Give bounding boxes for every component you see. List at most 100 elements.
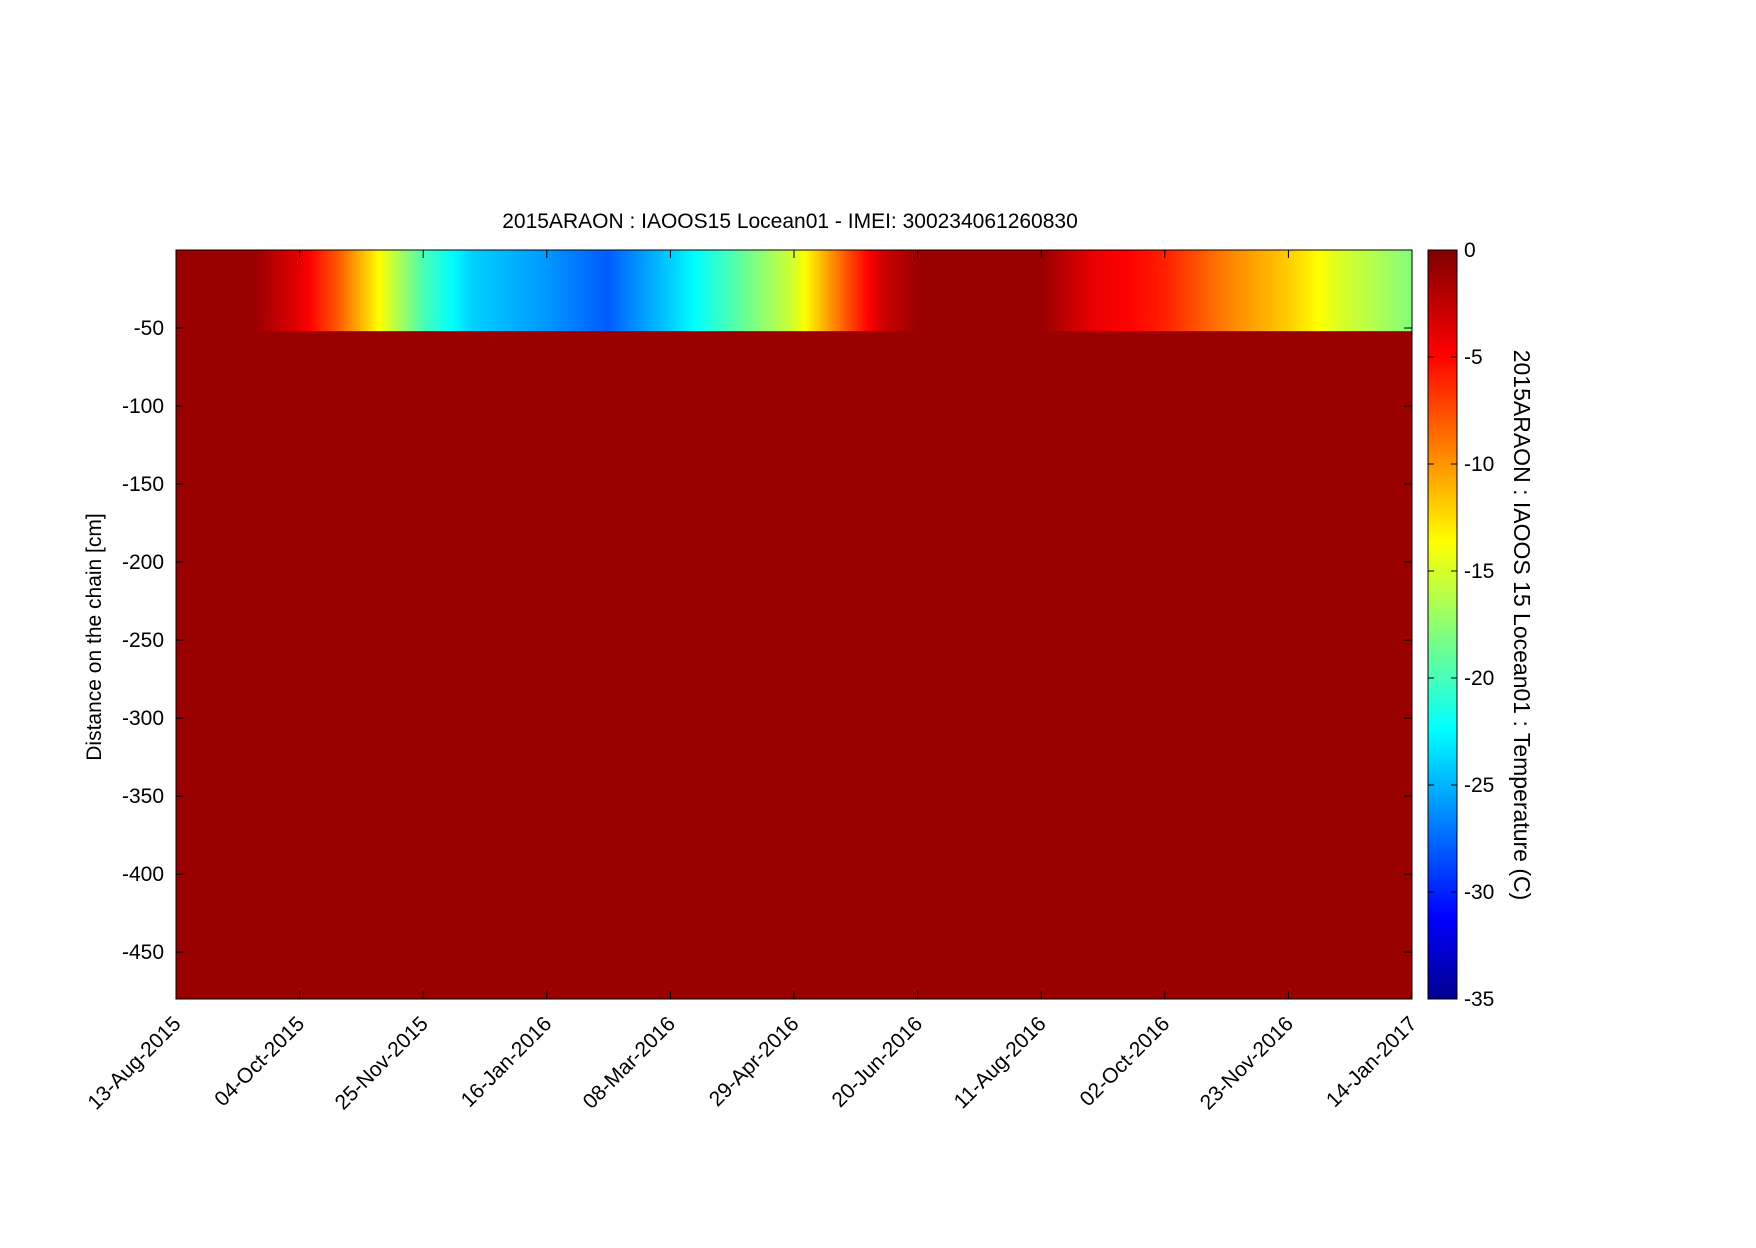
y-tick-label: -50 xyxy=(134,317,164,340)
heatmap-surface-cell xyxy=(839,250,843,332)
heatmap-surface-cell xyxy=(1051,250,1055,332)
heatmap-surface-cell xyxy=(179,250,184,332)
heatmap-surface-cell xyxy=(423,250,426,332)
heatmap-surface-cell xyxy=(403,250,406,332)
heatmap-surface-cell xyxy=(466,250,470,332)
heatmap-surface-cell xyxy=(810,250,814,332)
heatmap-surface-cell xyxy=(1203,250,1207,332)
heatmap-surface-cell xyxy=(703,250,707,332)
heatmap-surface-cell xyxy=(947,250,950,332)
heatmap-surface-cell xyxy=(258,250,261,332)
heatmap-surface-cell xyxy=(1072,250,1076,332)
heatmap-surface-cell xyxy=(1271,250,1275,332)
colorbar-ticks: 0 -5 -10 -15 -20 -25 -30 -35 xyxy=(1428,239,1494,1011)
heatmap-surface-cell xyxy=(864,250,867,332)
heatmap-surface-cell xyxy=(254,250,257,332)
heatmap-surface-cell xyxy=(848,250,851,332)
heatmap-surface-cell xyxy=(614,250,618,332)
heatmap-surface-cell xyxy=(341,250,345,332)
heatmap-surface-cell xyxy=(823,250,826,332)
heatmap-surface-cell xyxy=(396,250,399,332)
heatmap-surface-cell xyxy=(238,250,242,332)
heatmap-surface-cell xyxy=(368,250,372,332)
heatmap-surface-cell xyxy=(1173,250,1177,332)
heatmap-surface-cell xyxy=(957,250,960,332)
heatmap-surface-cell xyxy=(816,250,820,332)
heatmap-surface-cell xyxy=(356,250,360,332)
heatmap-surface-cell xyxy=(527,250,532,332)
heatmap-surface-cell xyxy=(354,250,357,332)
heatmap-surface-cell xyxy=(1323,250,1327,332)
heatmap-surface-cell xyxy=(837,250,841,332)
colorbar xyxy=(1427,249,1458,1000)
heatmap-surface-cell xyxy=(1109,250,1114,332)
heatmap-surface-cell xyxy=(518,250,523,332)
heatmap-surface-cell xyxy=(1340,250,1345,332)
heatmap-surface-cell xyxy=(381,250,384,332)
heatmap-surface-cell xyxy=(1121,250,1126,332)
heatmap-surface-cell xyxy=(798,250,801,332)
heatmap-surface-cell xyxy=(260,250,263,332)
heatmap-surface-cell xyxy=(372,250,376,332)
heatmap-surface-cell xyxy=(752,250,756,332)
heatmap-surface-cell xyxy=(251,250,256,332)
heatmap-surface-cell xyxy=(874,250,877,332)
heatmap-surface-cell xyxy=(405,250,408,332)
heatmap-surface-cell xyxy=(727,250,731,332)
heatmap-surface-cell xyxy=(987,250,992,332)
heatmap-surface-cell xyxy=(1208,250,1211,332)
heatmap-surface-cell xyxy=(1059,250,1063,332)
heatmap-surface-cell xyxy=(872,250,875,332)
heatmap-surface-cell xyxy=(409,250,412,332)
heatmap-surface-cell xyxy=(755,250,759,332)
heatmap-surface-cell xyxy=(1031,250,1036,332)
heatmap-surface-cell xyxy=(855,250,858,332)
heatmap-surface-cell xyxy=(1294,250,1298,332)
heatmap-surface-cell xyxy=(662,250,666,332)
heatmap-surface-cell xyxy=(1222,250,1226,332)
heatmap-surface-cell xyxy=(393,250,396,332)
heatmap-surface-cell xyxy=(1343,250,1348,332)
heatmap-surface-cell xyxy=(402,250,405,332)
heatmap-surface-cell xyxy=(1314,250,1318,332)
heatmap-surface-cell xyxy=(611,250,615,332)
heatmap-surface-cell xyxy=(850,250,853,332)
heatmap-surface-cell xyxy=(1019,250,1023,332)
heatmap-surface-cell xyxy=(192,250,197,332)
heatmap-surface-cell xyxy=(392,250,395,332)
heatmap-surface-cell xyxy=(377,250,380,332)
heatmap-surface-cell xyxy=(406,250,409,332)
heatmap-surface-cell xyxy=(456,250,460,332)
heatmap-surface-cell xyxy=(1321,250,1324,332)
heatmap-surface-cell xyxy=(949,250,952,332)
heatmap-surface-cell xyxy=(1338,250,1342,332)
heatmap-surface-cell xyxy=(221,250,226,332)
heatmap-surface-cell xyxy=(800,250,803,332)
heatmap-surface-cell xyxy=(437,250,440,332)
heatmap-surface-cell xyxy=(825,250,828,332)
heatmap-surface-cell xyxy=(892,250,895,332)
heatmap-surface-cell xyxy=(537,250,542,332)
heatmap-surface-cell xyxy=(352,250,355,332)
heatmap-surface-cell xyxy=(1288,250,1292,332)
y-tick-label: -400 xyxy=(122,863,164,886)
heatmap-surface-cell xyxy=(390,250,393,332)
heatmap-surface-cell xyxy=(1057,250,1061,332)
heatmap-surface-cell xyxy=(769,250,773,332)
heatmap-surface-cell xyxy=(713,250,717,332)
heatmap-surface-cell xyxy=(672,250,676,332)
heatmap-surface-cell xyxy=(360,250,364,332)
heatmap-surface-cell xyxy=(446,250,450,332)
heatmap-surface-cell xyxy=(710,250,714,332)
heatmap-surface-cell xyxy=(1400,250,1404,332)
heatmap-surface-cell xyxy=(598,250,602,332)
heatmap-surface-cell xyxy=(290,250,293,332)
heatmap-surface-cell xyxy=(1062,250,1065,332)
colorbar-tick-label: 0 xyxy=(1464,239,1476,262)
heatmap-surface-cell xyxy=(630,250,634,332)
heatmap-surface-cell xyxy=(231,250,236,332)
heatmap-surface-cell xyxy=(1038,250,1042,332)
heatmap-surface-cell xyxy=(379,250,382,332)
heatmap-surface-cell xyxy=(853,250,856,332)
heatmap-surface-cell xyxy=(312,250,315,332)
